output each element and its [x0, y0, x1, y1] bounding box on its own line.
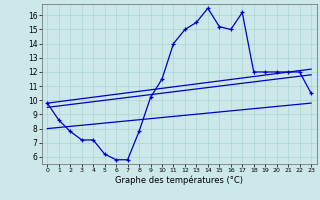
- X-axis label: Graphe des températures (°C): Graphe des températures (°C): [115, 176, 243, 185]
